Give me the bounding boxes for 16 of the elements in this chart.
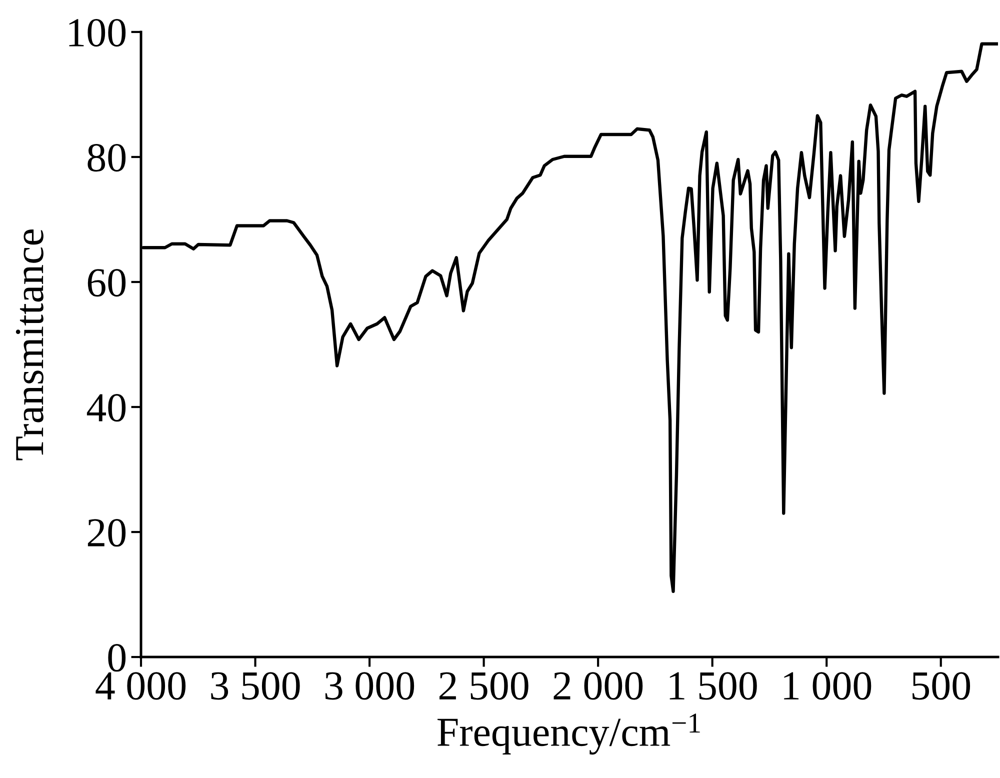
x-tick-label: 2 500 — [440, 672, 528, 700]
x-tick-label: 4 000 — [96, 672, 186, 700]
x-tick-label: 1 000 — [784, 672, 872, 700]
y-tick-label: 20 — [88, 518, 126, 547]
x-tick-label: 3 500 — [211, 672, 300, 700]
y-axis-title: Transmittance — [16, 229, 44, 460]
y-tick-label: 40 — [86, 394, 126, 422]
y-tick-label: 60 — [88, 268, 126, 297]
x-tick-label: 1 500 — [670, 672, 757, 700]
x-tick-label: 2 000 — [554, 672, 643, 700]
x-tick-label: 3 000 — [325, 672, 414, 700]
y-tick-label: 80 — [88, 144, 126, 172]
x-tick-label: 500 — [912, 672, 970, 700]
y-tick-label: 0 — [108, 644, 126, 672]
y-tick-label: 100 — [69, 18, 126, 47]
x-axis-title: Frequency/cm$^{−1}$ — [438, 714, 700, 755]
